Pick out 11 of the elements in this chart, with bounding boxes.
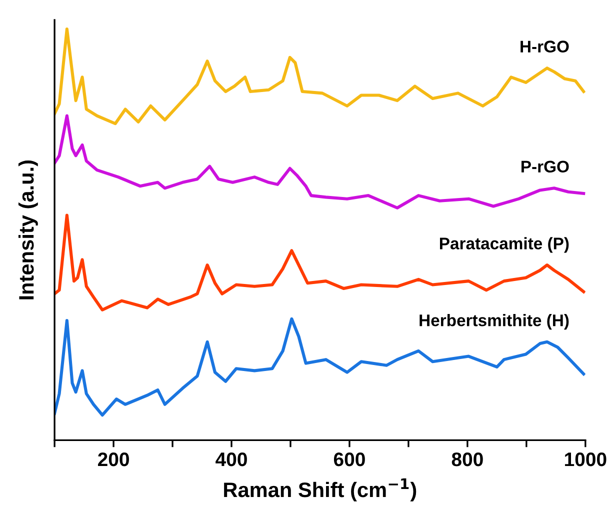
x-tick-label: 400 — [216, 452, 247, 466]
series-label: Paratacamite (P) — [440, 237, 569, 253]
y-axis-title: Intensity (a.u.) — [18, 160, 38, 300]
series-label: H-rGO — [520, 40, 569, 52]
series-label: P-rGO — [522, 160, 569, 173]
x-tick-label: 800 — [452, 452, 483, 466]
series-label: Herbertsmithite (H) — [420, 314, 569, 330]
x-axis-title: Raman Shift (cm$^{−1}$) — [224, 478, 416, 502]
x-tick-label: 600 — [334, 452, 365, 466]
x-tick-label: 200 — [98, 452, 129, 466]
x-tick-label: 1000 — [565, 452, 606, 466]
